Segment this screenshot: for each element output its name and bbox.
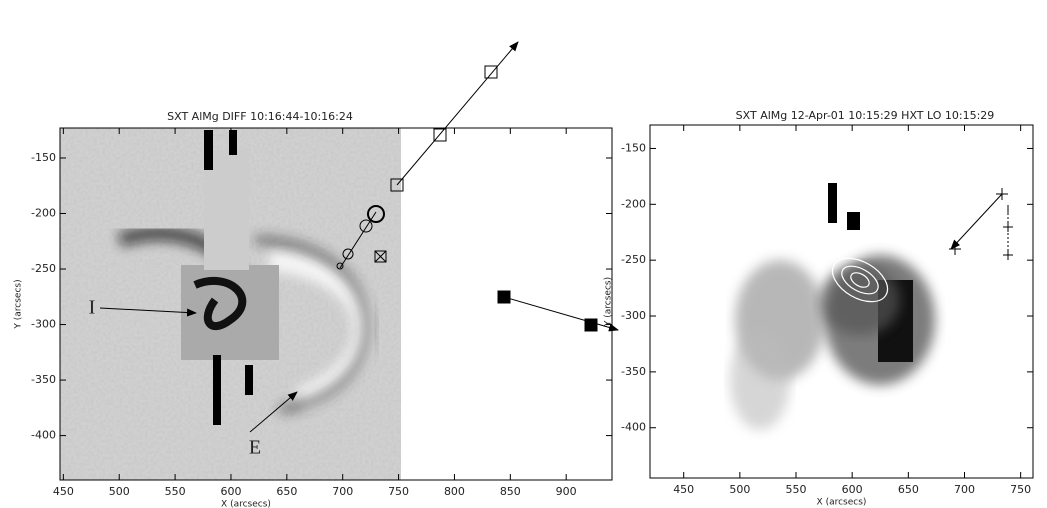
circle-marker <box>359 219 373 233</box>
y-tick-label: -300 <box>31 318 56 331</box>
trajectory <box>503 296 619 332</box>
right-image <box>650 125 1033 478</box>
square-marker <box>390 178 404 192</box>
x-tick-label: 800 <box>444 485 465 498</box>
y-tick-label: -400 <box>31 429 56 442</box>
x-tick-label: 650 <box>898 483 919 496</box>
filled-square <box>497 290 511 304</box>
x-tick-label: 650 <box>276 485 297 498</box>
annotation: E <box>249 437 261 459</box>
right-markers <box>949 188 1013 260</box>
y-tick-label: -200 <box>621 197 646 210</box>
x-tick-label: 600 <box>220 485 241 498</box>
x-tick-label: 550 <box>786 483 807 496</box>
x-axis-label: X (arcsecs) <box>221 500 271 508</box>
x-tick-label: 550 <box>165 485 186 498</box>
circle-marker <box>342 248 354 260</box>
y-tick-label: -300 <box>621 309 646 322</box>
y-tick-label: -350 <box>31 373 56 386</box>
arrow <box>99 307 197 317</box>
y-tick-label: -350 <box>621 365 646 378</box>
panel-title: SXT AlMg DIFF 10:16:44-10:16:24 <box>167 110 353 123</box>
x-tick-label: 500 <box>109 485 130 498</box>
x-square-marker <box>374 250 387 263</box>
square-marker <box>484 65 498 79</box>
y-axis-label: Y (arcsecs) <box>14 279 24 329</box>
plot-frame <box>649 124 1034 479</box>
y-axis-label: Y (arcsecs) <box>604 277 614 327</box>
plus-marker <box>949 188 1008 255</box>
x-tick-label: 750 <box>1010 483 1031 496</box>
square-marker <box>433 128 447 142</box>
x-tick-label: 700 <box>332 485 353 498</box>
x-axis-label: X (arcsecs) <box>817 498 867 508</box>
x-tick-label: 850 <box>500 485 521 498</box>
plot-frame <box>59 127 613 481</box>
x-square-cross <box>374 250 387 263</box>
y-tick-label: -250 <box>621 253 646 266</box>
y-tick-label: -150 <box>31 151 56 164</box>
y-tick-label: -200 <box>31 207 56 220</box>
trajectory <box>950 193 1003 250</box>
trajectory <box>396 41 519 186</box>
circle-marker <box>367 205 385 223</box>
left-image <box>60 128 612 480</box>
panel-title: SXT AlMg 12-Apr-01 10:15:29 HXT LO 10:15… <box>736 109 995 122</box>
y-tick-label: -150 <box>621 141 646 154</box>
x-tick-label: 450 <box>53 485 74 498</box>
filled-square <box>584 318 598 332</box>
x-tick-label: 700 <box>954 483 975 496</box>
y-tick-label: -250 <box>31 262 56 275</box>
x-tick-label: 500 <box>729 483 750 496</box>
x-tick-label: 600 <box>842 483 863 496</box>
x-tick-label: 750 <box>388 485 409 498</box>
left-markers <box>99 41 619 433</box>
x-tick-label: 450 <box>673 483 694 496</box>
annotation: I <box>89 297 96 319</box>
circle-marker <box>336 262 344 270</box>
x-tick-label: 900 <box>556 485 577 498</box>
y-tick-label: -400 <box>621 421 646 434</box>
arrow <box>249 391 298 433</box>
